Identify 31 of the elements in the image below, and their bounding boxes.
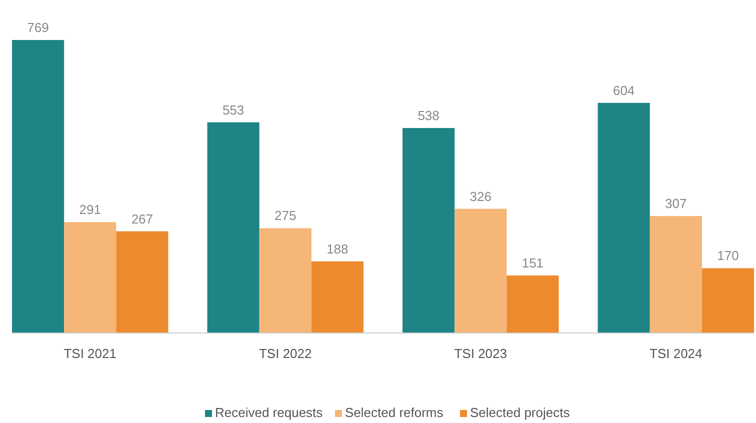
bar (506, 275, 559, 333)
bar (116, 231, 168, 333)
data-label: 275 (274, 208, 296, 224)
data-label: 553 (222, 102, 244, 118)
bar (12, 40, 64, 333)
bar (207, 122, 260, 333)
data-label: 538 (418, 108, 440, 124)
x-tick-label: TSI 2021 (64, 346, 116, 361)
data-label: 267 (131, 211, 154, 226)
bar (598, 102, 650, 333)
data-label: 307 (665, 196, 687, 212)
data-label: 326 (470, 188, 492, 204)
legend-label: Selected reforms (345, 405, 444, 420)
bar (64, 222, 116, 333)
x-tick-label: TSI 2023 (454, 346, 508, 361)
legend-label: Received requests (215, 405, 324, 420)
data-label: 151 (522, 255, 544, 270)
bar (702, 268, 754, 333)
data-label: 291 (79, 202, 101, 218)
bar (402, 128, 455, 333)
bar (454, 208, 507, 333)
data-label: 604 (612, 82, 635, 98)
x-tick-label: TSI 2022 (258, 346, 312, 361)
bar (259, 228, 312, 333)
data-label: 769 (27, 20, 49, 35)
x-tick-label: TSI 2024 (650, 346, 702, 361)
data-label: 170 (717, 248, 739, 264)
bar (311, 261, 364, 333)
legend-label: Selected projects (470, 405, 570, 420)
bar (650, 216, 702, 333)
data-label: 188 (326, 241, 348, 256)
